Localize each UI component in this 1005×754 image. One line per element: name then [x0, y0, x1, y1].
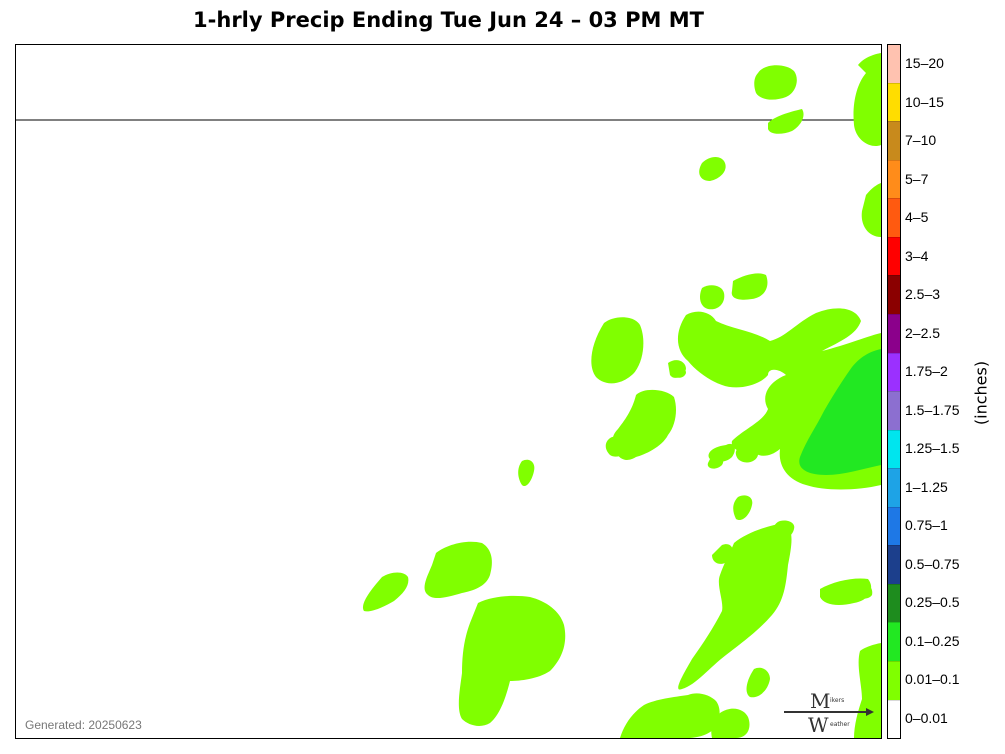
logo-arrow-head [866, 708, 874, 716]
legend-label: 5–7 [905, 170, 929, 187]
legend-swatch [888, 583, 900, 623]
logo-icon: M ikers W eather [784, 689, 874, 734]
logo-word-top: ikers [830, 697, 844, 704]
legend-swatch [888, 121, 900, 160]
legend-label: 0.75–1 [905, 517, 948, 534]
legend-labels: 15–20 10–15 7–10 5–7 4–5 3–4 2.5–3 2–2.5 1.75–2 1… [905, 44, 975, 737]
legend-label: 1–1.25 [905, 478, 948, 495]
legend-label: 15–20 [905, 55, 944, 72]
legend-label: 1.75–2 [905, 363, 948, 380]
legend-label: 0.01–0.1 [905, 671, 960, 688]
logo: M ikers W eather [782, 688, 876, 734]
precip-map-canvas [16, 53, 881, 738]
legend-swatch [888, 45, 900, 83]
legend-label: 1.25–1.5 [905, 440, 960, 457]
legend-swatch [888, 159, 900, 199]
legend-label: 2.5–3 [905, 286, 941, 303]
legend-swatch [888, 429, 900, 469]
legend-swatch [888, 198, 900, 237]
legend-swatch [888, 506, 900, 546]
legend-label: 2–2.5 [905, 324, 941, 341]
legend-swatch [888, 236, 900, 276]
legend-swatch [888, 313, 900, 353]
legend-label: 10–15 [905, 93, 944, 110]
legend-swatch [888, 391, 900, 430]
legend-swatch [888, 699, 900, 739]
legend-swatch [888, 468, 900, 507]
legend-label: 7–10 [905, 132, 937, 149]
legend-swatch [888, 82, 900, 122]
legend-label: 0.25–0.5 [905, 594, 960, 611]
legend-swatch [888, 275, 900, 314]
precip-map: Generated: 20250623 M ikers W eather [15, 44, 882, 739]
legend-color-bar [887, 44, 901, 739]
legend-swatch [888, 352, 900, 392]
legend-label: 0–0.01 [905, 709, 948, 726]
legend-label: 3–4 [905, 247, 929, 264]
legend-swatch [888, 661, 900, 700]
legend-swatch [888, 545, 900, 584]
map-title: 1-hrly Precip Ending Tue Jun 24 – 03 PM … [193, 8, 704, 32]
legend-swatch [888, 622, 900, 661]
logo-letter-w: W [808, 713, 829, 734]
legend-label: 0.1–0.25 [905, 632, 960, 649]
legend-label: 4–5 [905, 209, 929, 226]
logo-word-bottom: eather [830, 721, 850, 728]
precip-areas-moderate [799, 349, 881, 475]
generated-date: Generated: 20250623 [25, 718, 142, 732]
logo-letter-m: M [810, 689, 830, 713]
units-label: (inches) [971, 360, 991, 426]
legend-label: 1.5–1.75 [905, 401, 960, 418]
legend-label: 0.5–0.75 [905, 555, 960, 572]
precip-areas-light [362, 53, 881, 738]
